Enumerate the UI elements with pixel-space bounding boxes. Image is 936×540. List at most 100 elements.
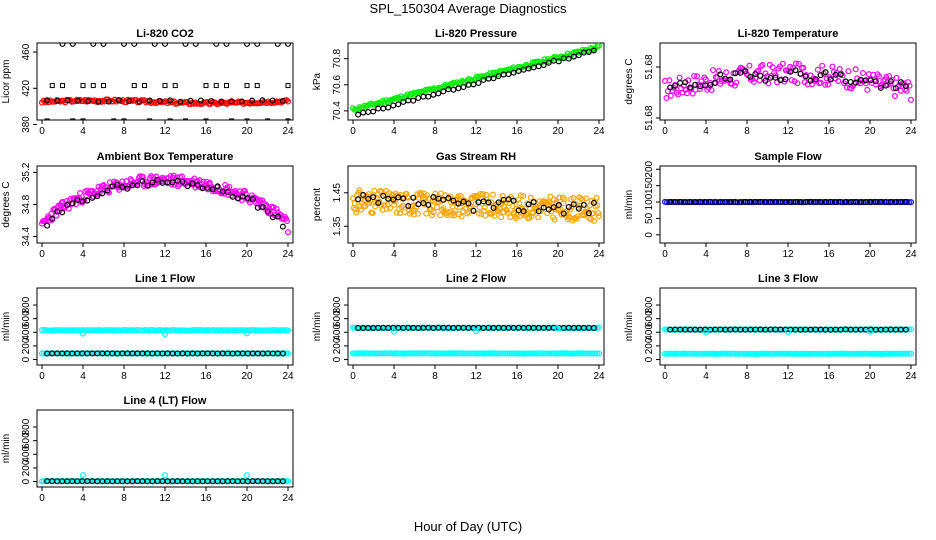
l2-avg-low-point xyxy=(525,350,532,357)
press-hourly-point xyxy=(410,97,417,104)
l3-avg-low-point xyxy=(799,350,806,357)
l4-hourly-point xyxy=(279,478,286,485)
rh-hourly-point xyxy=(375,199,382,206)
abox-hourly-point xyxy=(84,197,91,204)
rh-avg-point xyxy=(411,207,418,214)
rh-xtick-label: 8 xyxy=(432,249,438,260)
l2-dips-point xyxy=(473,328,480,335)
l1-avg-high-point xyxy=(235,327,242,334)
l4-ylabel: ml/min xyxy=(1,434,12,463)
l3-avg-low-point xyxy=(907,350,914,357)
l2-avg-low-point xyxy=(466,350,473,357)
press-xtick-label: 24 xyxy=(593,126,605,137)
l4-avg-point xyxy=(252,478,259,485)
abox-xtick-label: 12 xyxy=(159,249,171,260)
l3-avg-low-point xyxy=(818,350,825,357)
rh-avg-point xyxy=(428,212,435,219)
l2-avg-low-point xyxy=(399,350,406,357)
ltemp-hourly-point xyxy=(802,73,809,80)
l1-avg-high-point xyxy=(98,327,105,334)
ltemp-xtick-label: 0 xyxy=(662,126,668,137)
l4-xtick-label: 0 xyxy=(39,493,45,504)
l1-dips-point xyxy=(79,330,86,337)
press-ylabel: kPa xyxy=(312,72,323,90)
co2-min-point xyxy=(203,118,209,120)
l3-avg-low-point xyxy=(753,350,760,357)
l1-ytick-label: 800 xyxy=(21,296,32,313)
rh-hourly-point xyxy=(545,206,552,213)
l3-avg-low-point xyxy=(730,350,737,357)
l2-avg-low-point xyxy=(536,350,543,357)
panel-l4: Line 4 (LT) Flow ml/min 0 4 8 12 16 20 24 0 200400… xyxy=(1,395,294,504)
l1-avg-low-point xyxy=(172,350,179,357)
l2-xtick-label: 4 xyxy=(391,371,397,382)
rh-avg-point xyxy=(353,209,360,216)
abox-xtick-label: 4 xyxy=(80,249,86,260)
press-xtick-label: 0 xyxy=(350,126,356,137)
ltemp-avg-point xyxy=(772,72,779,79)
abox-hourly-point xyxy=(154,176,161,183)
l4-avg-point xyxy=(40,478,47,485)
press-hourly-point xyxy=(505,71,512,78)
l1-avg-high-point xyxy=(183,327,190,334)
l3-avg-low-point xyxy=(679,350,686,357)
l3-avg-high-point xyxy=(709,326,716,333)
l4-avg-point xyxy=(197,478,204,485)
l1-avg-high-point xyxy=(189,327,196,334)
rh-avg-point xyxy=(491,212,498,219)
rh-hourly-point xyxy=(555,202,562,209)
ltemp-avg-point xyxy=(906,82,913,89)
sflow-avg-point xyxy=(874,198,881,205)
abox-hourly-point xyxy=(134,182,141,189)
co2-min-point xyxy=(121,118,127,120)
rh-hourly-point xyxy=(440,196,447,203)
l2-avg-low-point xyxy=(426,350,433,357)
l3-avg-low-point xyxy=(820,350,827,357)
l2-avg-low-point xyxy=(452,350,459,357)
l3-avg-low-point xyxy=(858,350,865,357)
ltemp-avg-point xyxy=(795,60,802,67)
l1-avg-high-point xyxy=(258,327,265,334)
ltemp-hourly-point xyxy=(852,79,859,86)
l1-ylabel: ml/min xyxy=(1,312,12,341)
co2-max-mid-point xyxy=(285,83,291,89)
panel-co2: Li-820 CO2 Licor ppm 0 4 8 12 16 20 24 380 420 460 xyxy=(1,28,294,137)
l3-dips-point xyxy=(784,328,791,335)
abox-hourly-point xyxy=(179,178,186,185)
l3-avg-low-point xyxy=(673,350,680,357)
press-title: Li-820 Pressure xyxy=(435,28,517,40)
l2-avg-low-point xyxy=(527,350,534,357)
l2-avg-low-point xyxy=(407,350,414,357)
l2-ytick-label: 0 xyxy=(332,356,343,362)
l3-points xyxy=(661,326,914,357)
l1-avg-high-point xyxy=(174,327,181,334)
rh-xtick-label: 0 xyxy=(350,249,356,260)
ltemp-xtick-label: 12 xyxy=(782,126,794,137)
l3-avg-low-point xyxy=(663,350,670,357)
co2-max-mid-point xyxy=(172,83,178,89)
l3-avg-low-point xyxy=(772,350,779,357)
l2-avg-low-point xyxy=(456,350,463,357)
rh-hourly-point xyxy=(410,194,417,201)
co2-hourly-point xyxy=(115,97,122,104)
abox-hourly-point xyxy=(124,185,131,192)
co2-min-point xyxy=(111,118,117,120)
l4-xtick-label: 4 xyxy=(80,493,86,504)
l3-avg-low-point xyxy=(707,350,714,357)
co2-min-point xyxy=(244,118,250,120)
rh-avg-point xyxy=(482,212,489,219)
co2-max-high-point xyxy=(182,43,189,47)
co2-max-high-point xyxy=(151,43,158,47)
rh-hourly-point xyxy=(550,204,557,211)
ltemp-avg-point xyxy=(746,62,753,69)
rh-avg-point xyxy=(458,213,465,220)
rh-avg-point xyxy=(524,200,531,207)
rh-hourly-point xyxy=(530,199,537,206)
sflow-xtick-label: 20 xyxy=(864,249,876,260)
ltemp-hourly-point xyxy=(672,82,679,89)
co2-hourly-point xyxy=(197,97,204,104)
l2-avg-low-point xyxy=(420,350,427,357)
l2-avg-low-point xyxy=(412,350,419,357)
l2-avg-low-point xyxy=(521,350,528,357)
l3-avg-low-point xyxy=(751,350,758,357)
